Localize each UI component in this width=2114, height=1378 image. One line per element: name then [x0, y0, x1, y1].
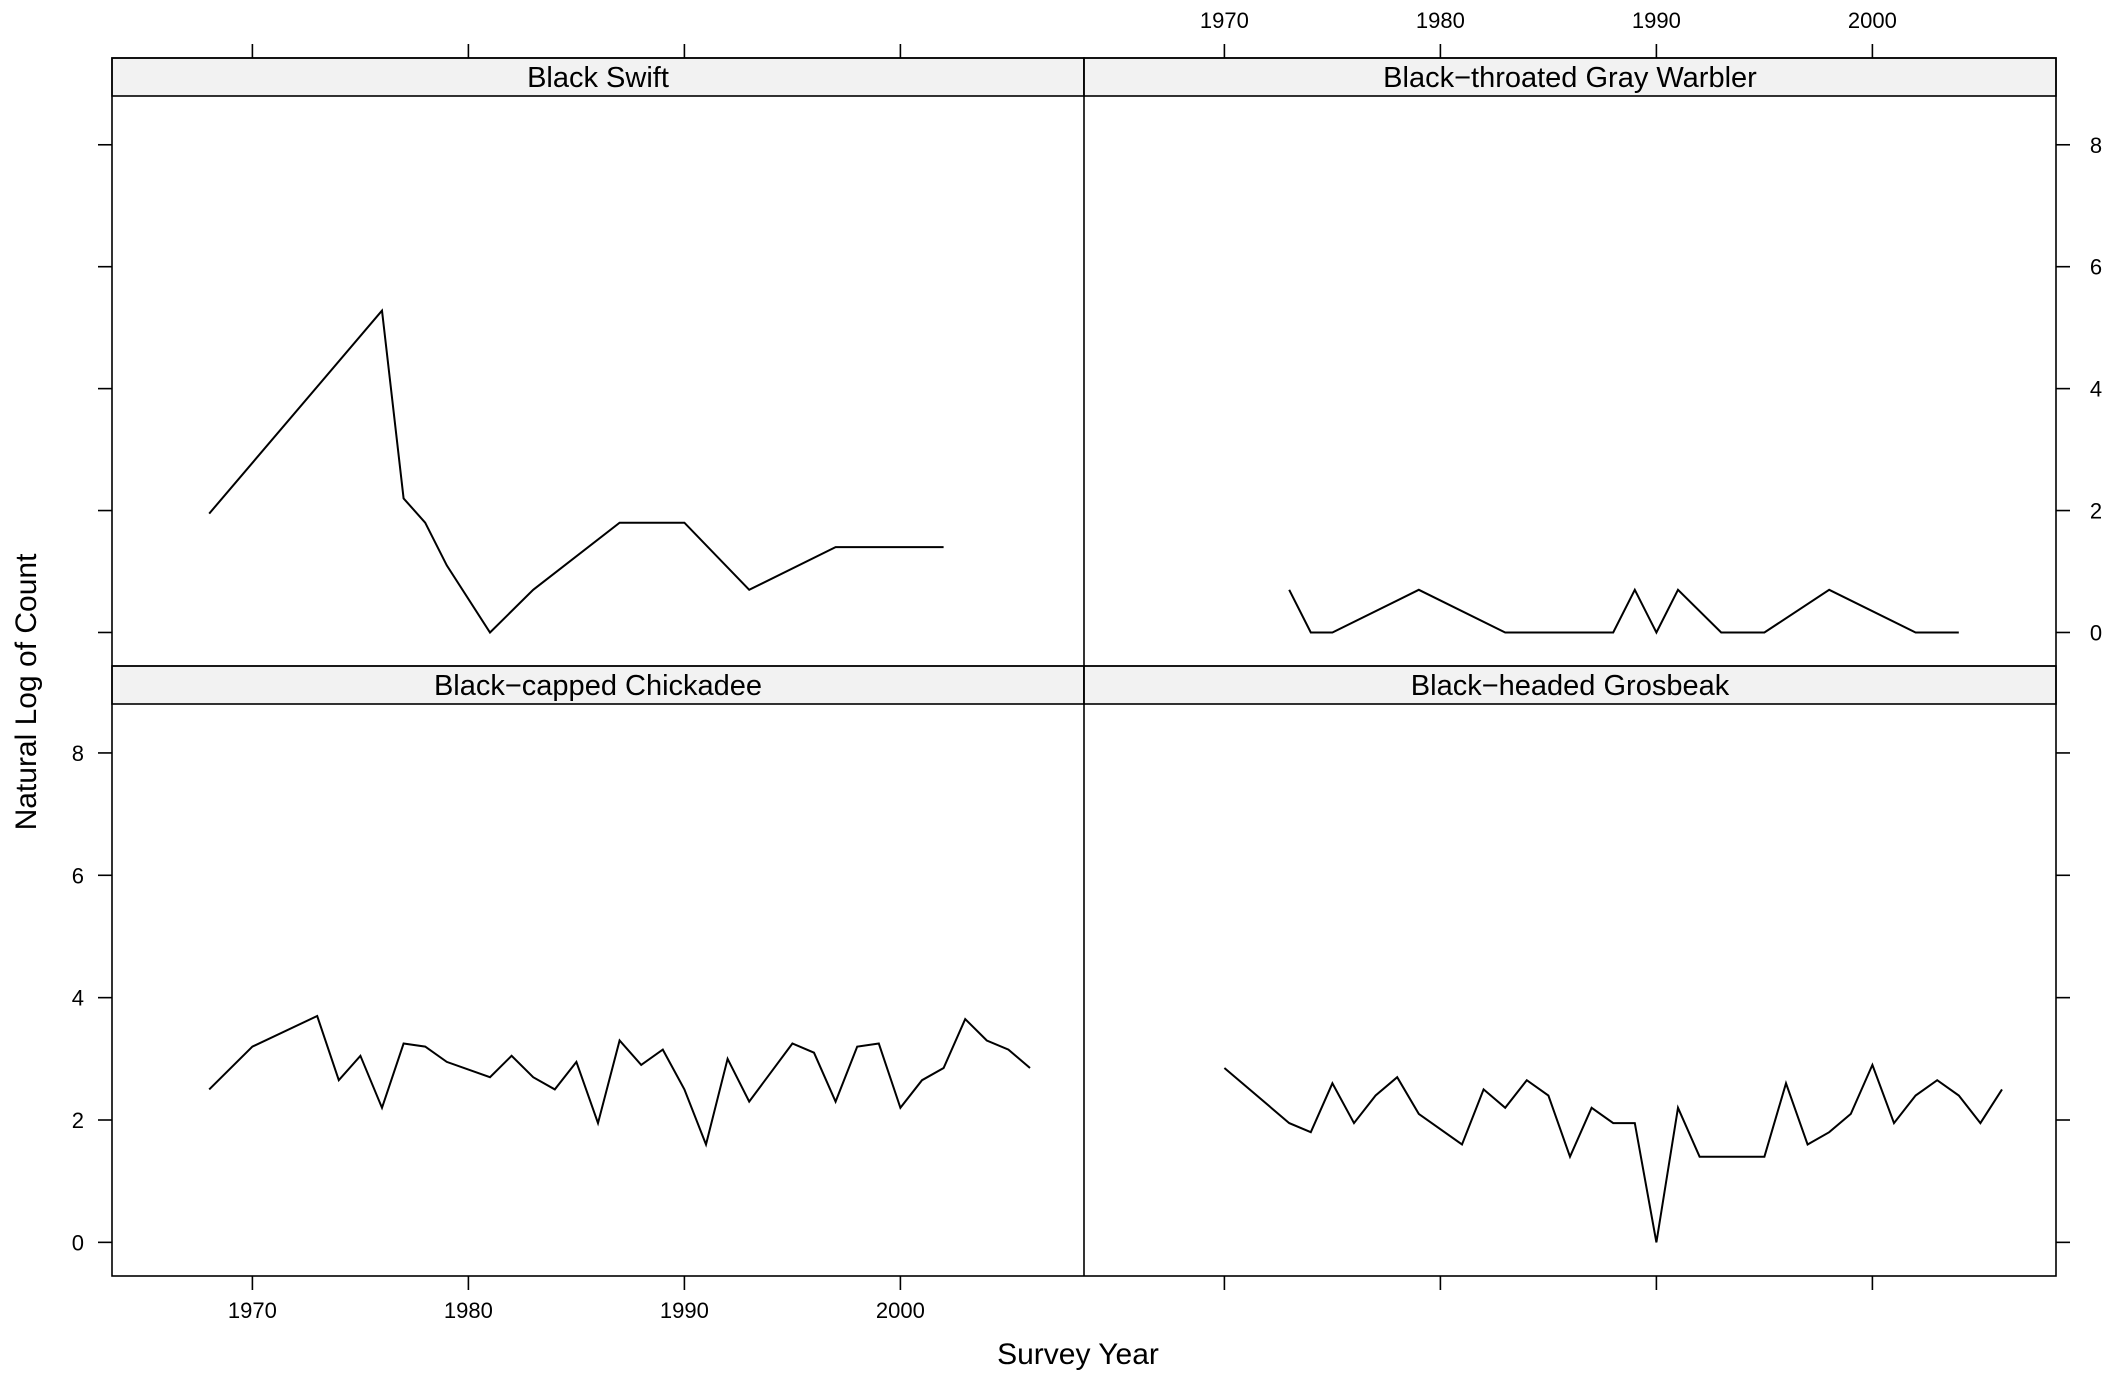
panel-title: Black−capped Chickadee	[434, 670, 762, 702]
series-line	[1223, 1062, 2003, 1243]
y-tick-label: 0	[2090, 620, 2102, 645]
x-tick-label: 1970	[228, 1298, 277, 1323]
panel-2: Black−throated Gray Warbler	[1083, 57, 2057, 635]
panel-strip	[111, 57, 1085, 97]
x-tick-label: 1980	[1416, 8, 1465, 33]
x-tick-label: 1980	[444, 1298, 493, 1323]
y-tick-label: 6	[2090, 255, 2102, 280]
x-axis-title: Survey Year	[997, 1338, 1159, 1371]
y-tick-label: 4	[72, 986, 84, 1011]
x-tick-label: 1990	[1632, 8, 1681, 33]
x-tick-label: 1970	[1200, 8, 1249, 33]
panel-title: Black−throated Gray Warbler	[1383, 62, 1757, 94]
x-tick-label: 2000	[1848, 8, 1897, 33]
panel-1: Black Swift	[111, 57, 1085, 635]
y-tick-label: 6	[72, 863, 84, 888]
y-tick-label: 8	[72, 741, 84, 766]
y-tick-label: 8	[2090, 133, 2102, 158]
x-tick-label: 1990	[660, 1298, 709, 1323]
y-tick-label: 0	[72, 1230, 84, 1255]
series-line	[1288, 587, 1959, 635]
panel-4: Black−headed Grosbeak	[1083, 665, 2057, 1243]
panel-title: Black−headed Grosbeak	[1411, 670, 1730, 702]
y-axis-title: Natural Log of Count	[10, 553, 43, 831]
panels-layer: Black Swift Black−throated Gray Warbler Bl…	[111, 57, 2057, 1243]
panel-title: Black Swift	[527, 62, 669, 94]
y-tick-label: 2	[2090, 499, 2102, 524]
panel-strip	[1083, 57, 2057, 97]
y-tick-label: 4	[2090, 377, 2102, 402]
y-tick-label: 2	[72, 1108, 84, 1133]
axes-layer: 1970 1980 1990 2000 1970 1980 1990 2000 0 2 4 6 8 0 2 4…	[72, 8, 2102, 1323]
panel-3: Black−capped Chickadee	[111, 665, 1085, 1148]
series-line	[208, 308, 944, 635]
x-tick-label: 2000	[876, 1298, 925, 1323]
series-line	[208, 1014, 1031, 1148]
